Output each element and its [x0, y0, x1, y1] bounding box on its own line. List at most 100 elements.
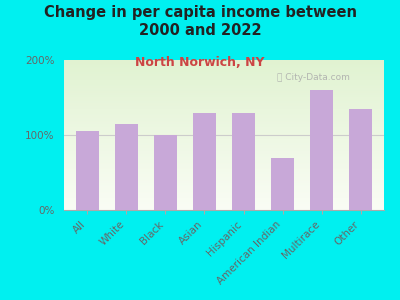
- Bar: [64, 68, 384, 69]
- Bar: [64, 160, 384, 161]
- Bar: [64, 126, 384, 127]
- Bar: [64, 92, 384, 93]
- Bar: [64, 176, 384, 177]
- Bar: [64, 112, 384, 113]
- Bar: [64, 209, 384, 210]
- Bar: [64, 138, 384, 139]
- Bar: [64, 181, 384, 182]
- Bar: [64, 71, 384, 72]
- Bar: [154, 135, 177, 210]
- Bar: [64, 116, 384, 117]
- Bar: [64, 207, 384, 208]
- Bar: [64, 117, 384, 118]
- Bar: [64, 93, 384, 94]
- Bar: [64, 152, 384, 153]
- Bar: [64, 137, 384, 138]
- Bar: [193, 112, 216, 210]
- Bar: [64, 81, 384, 82]
- Bar: [64, 198, 384, 199]
- Bar: [64, 65, 384, 66]
- Bar: [64, 75, 384, 76]
- Bar: [64, 74, 384, 75]
- Bar: [64, 150, 384, 151]
- Bar: [64, 153, 384, 154]
- Bar: [64, 151, 384, 152]
- Bar: [64, 148, 384, 149]
- Bar: [64, 128, 384, 129]
- Bar: [64, 91, 384, 92]
- Bar: [64, 89, 384, 90]
- Bar: [64, 159, 384, 160]
- Bar: [64, 86, 384, 87]
- Bar: [64, 169, 384, 170]
- Bar: [64, 108, 384, 109]
- Bar: [64, 189, 384, 190]
- Bar: [64, 155, 384, 156]
- Bar: [64, 173, 384, 174]
- Bar: [64, 162, 384, 163]
- Bar: [64, 134, 384, 135]
- Bar: [64, 60, 384, 61]
- Bar: [64, 94, 384, 95]
- Bar: [64, 156, 384, 157]
- Bar: [64, 106, 384, 107]
- Bar: [64, 188, 384, 189]
- Bar: [64, 77, 384, 78]
- Bar: [64, 192, 384, 193]
- Bar: [64, 107, 384, 108]
- Bar: [64, 145, 384, 146]
- Bar: [64, 85, 384, 86]
- Bar: [64, 206, 384, 207]
- Bar: [64, 161, 384, 162]
- Bar: [310, 90, 333, 210]
- Bar: [64, 174, 384, 175]
- Bar: [64, 203, 384, 204]
- Bar: [64, 130, 384, 131]
- Bar: [64, 62, 384, 63]
- Bar: [64, 136, 384, 137]
- Bar: [64, 76, 384, 77]
- Bar: [64, 72, 384, 73]
- Bar: [64, 201, 384, 202]
- Bar: [64, 168, 384, 169]
- Bar: [64, 196, 384, 197]
- Bar: [64, 141, 384, 142]
- Bar: [64, 199, 384, 200]
- Bar: [64, 69, 384, 70]
- Bar: [64, 127, 384, 128]
- Bar: [64, 73, 384, 74]
- Bar: [64, 121, 384, 122]
- Bar: [64, 166, 384, 167]
- Bar: [64, 87, 384, 88]
- Bar: [64, 110, 384, 111]
- Bar: [64, 144, 384, 145]
- Bar: [64, 183, 384, 184]
- Bar: [64, 140, 384, 141]
- Bar: [64, 122, 384, 123]
- Bar: [64, 147, 384, 148]
- Bar: [115, 124, 138, 210]
- Bar: [64, 195, 384, 196]
- Bar: [64, 133, 384, 134]
- Bar: [64, 70, 384, 71]
- Bar: [64, 100, 384, 101]
- Bar: [64, 101, 384, 102]
- Bar: [64, 187, 384, 188]
- Bar: [64, 185, 384, 186]
- Bar: [64, 157, 384, 158]
- Bar: [64, 191, 384, 192]
- Bar: [64, 97, 384, 98]
- Bar: [64, 172, 384, 173]
- Bar: [64, 154, 384, 155]
- Bar: [349, 109, 372, 210]
- Bar: [64, 190, 384, 191]
- Bar: [64, 114, 384, 115]
- Bar: [64, 118, 384, 119]
- Bar: [64, 109, 384, 110]
- Bar: [76, 131, 99, 210]
- Bar: [64, 115, 384, 116]
- Bar: [64, 132, 384, 133]
- Bar: [64, 120, 384, 121]
- Bar: [64, 169, 384, 170]
- Bar: [271, 158, 294, 210]
